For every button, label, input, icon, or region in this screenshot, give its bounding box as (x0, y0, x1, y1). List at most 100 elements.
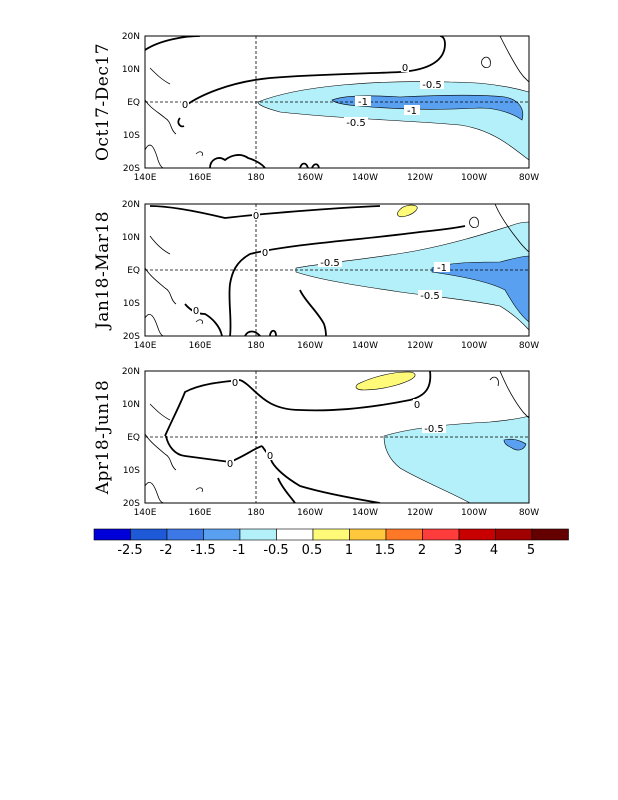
y-tick-label: 10N (122, 65, 140, 75)
x-tick-label: 100W (461, 173, 487, 183)
x-tick-label: 140E (134, 341, 157, 351)
anomaly-fill-neg-0.5 (383, 415, 529, 503)
x-tick-label: 80W (519, 341, 539, 351)
colorbar-cell (276, 528, 314, 541)
contour-label: 0 (402, 63, 408, 74)
colorbar-cell (422, 528, 460, 541)
x-tick-label: 180 (247, 173, 264, 183)
colorbar-cells (93, 528, 569, 541)
y-tick-label: 20S (123, 164, 140, 174)
map-panel-2: Jan18-Mar18 0 0 0 (93, 200, 539, 351)
colorbar-cell (166, 528, 204, 541)
contour-label: 0 (414, 400, 420, 411)
contour-label: 0 (182, 100, 188, 111)
x-tick-label: 120W (407, 508, 433, 518)
anomaly-fill-pos-0.5 (355, 371, 416, 391)
y-tick-label: 20N (122, 32, 140, 42)
y-axis: 20N 10N EQ 10S 20S (122, 32, 140, 174)
x-axis: 140E 160E 180 160W 140W 120W 100W 80W (134, 173, 540, 183)
contour-label: -0.5 (346, 118, 366, 129)
y-tick-label: 10N (122, 233, 140, 243)
anomaly-fill-neg-1 (331, 94, 524, 121)
x-tick-label: 120W (407, 173, 433, 183)
map-area (145, 371, 529, 503)
anomaly-fill-neg-0.5 (295, 221, 529, 331)
x-tick-label: 140W (352, 173, 378, 183)
contour-label: -0.5 (420, 291, 440, 302)
colorbar-label: 1.5 (375, 543, 396, 558)
colorbar-label: -0.5 (263, 543, 288, 558)
colorbar-cell (531, 528, 569, 541)
y-tick-label: 20S (123, 332, 140, 342)
x-tick-label: 120W (407, 341, 433, 351)
panel-title: Jan18-Mar18 (93, 211, 113, 331)
x-axis: 140E 160E 180 160W 140W 120W 100W 80W (134, 341, 540, 351)
anomaly-fill-neg-1 (503, 438, 527, 451)
y-tick-label: EQ (127, 433, 140, 443)
y-tick-label: 10S (123, 131, 140, 141)
colorbar-cell (130, 528, 168, 541)
contour-label: -0.5 (424, 424, 444, 435)
colorbar-label: 2 (418, 543, 426, 558)
x-tick-label: 80W (519, 173, 539, 183)
x-tick-label: 160E (189, 341, 212, 351)
y-tick-label: 20S (123, 499, 140, 509)
contour-labels: 0 0 -0.5 -1 -1 -0.5 (181, 62, 444, 129)
y-axis: 20N 10N EQ 10S 20S (122, 200, 140, 342)
anomaly-fill-neg-0.5 (257, 81, 529, 161)
colorbar: -2.5 -2 -1.5 -1 -0.5 0.5 1 1.5 2 3 4 5 (93, 528, 569, 558)
colorbar-cell (312, 528, 350, 541)
y-tick-label: 20N (122, 367, 140, 377)
colorbar-label: 0.5 (302, 543, 323, 558)
coastlines (145, 204, 529, 336)
contour-label: -1 (358, 97, 368, 108)
x-tick-label: 160E (189, 173, 212, 183)
map-panel-3: Apr18-Jun18 0 0 0 (93, 367, 539, 518)
map-frame (144, 370, 530, 504)
y-tick-label: 10N (122, 400, 140, 410)
x-tick-label: 140E (134, 173, 157, 183)
colorbar-cell (203, 528, 241, 541)
anomaly-fill-pos-0.5 (397, 204, 418, 218)
colorbar-label: -2 (160, 543, 173, 558)
x-tick-label: 160W (297, 341, 323, 351)
x-tick-label: 160W (297, 173, 323, 183)
x-tick-label: 100W (461, 508, 487, 518)
contour-label: 0 (253, 211, 259, 222)
y-tick-label: EQ (127, 98, 140, 108)
x-tick-label: 160E (189, 508, 212, 518)
y-tick-label: EQ (127, 266, 140, 276)
colorbar-label: 5 (527, 543, 535, 558)
y-axis: 20N 10N EQ 10S 20S (122, 367, 140, 509)
anomaly-fill-neg-1 (431, 255, 529, 323)
colorbar-cell (495, 528, 533, 541)
contour-zero-line (164, 371, 432, 503)
colorbar-label: -1.5 (190, 543, 215, 558)
x-tick-label: 140W (352, 508, 378, 518)
y-tick-label: 10S (123, 299, 140, 309)
contour-labels: 0 0 0 0 -0.5 (226, 377, 446, 470)
x-tick-label: 80W (519, 508, 539, 518)
y-tick-label: 20N (122, 200, 140, 210)
contour-label: -0.5 (422, 80, 442, 91)
panel-title: Apr18-Jun18 (93, 380, 113, 496)
colorbar-labels: -2.5 -2 -1.5 -1 -0.5 0.5 1 1.5 2 3 4 5 (117, 543, 535, 558)
colorbar-cell (239, 528, 277, 541)
colorbar-label: -1 (233, 543, 246, 558)
map-frame (144, 203, 530, 337)
colorbar-cell (458, 528, 496, 541)
contour-label: 0 (262, 248, 268, 259)
colorbar-label: 4 (490, 543, 498, 558)
contour-label: 0 (267, 451, 273, 462)
x-tick-label: 140W (352, 341, 378, 351)
y-tick-label: 10S (123, 466, 140, 476)
map-frame (144, 35, 530, 169)
map-panel-1: Oct17-Dec17 0 0 -0.5 (93, 32, 539, 183)
x-tick-label: 140E (134, 508, 157, 518)
contour-zero-south (177, 117, 320, 168)
colorbar-label: 3 (454, 543, 462, 558)
x-tick-label: 180 (247, 508, 264, 518)
contour-label: 0 (193, 306, 199, 317)
colorbar-label: 1 (345, 543, 353, 558)
